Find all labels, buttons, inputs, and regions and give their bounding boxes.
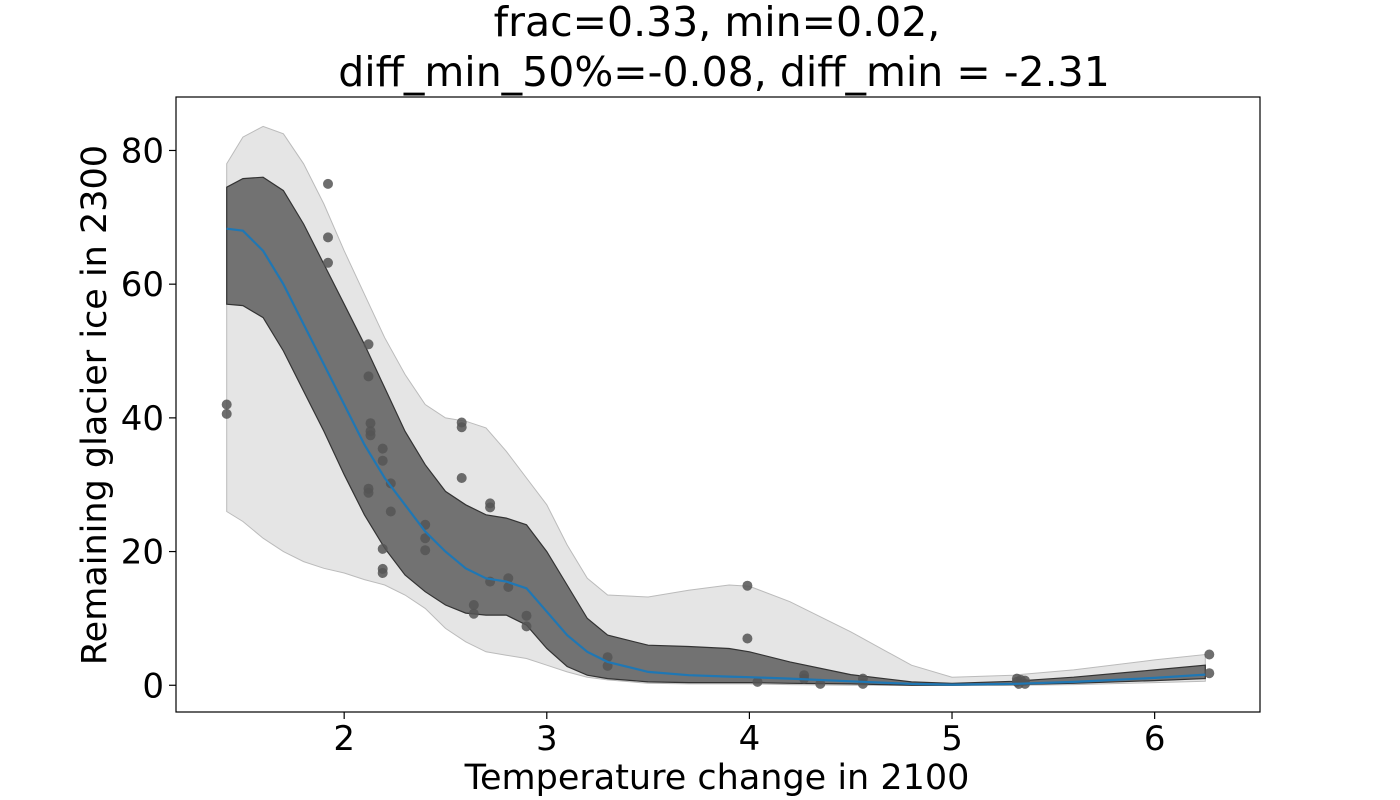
scatter-point	[521, 610, 532, 621]
scatter-point	[377, 568, 388, 578]
y-tick-label: 20	[121, 533, 164, 573]
scatter-point	[365, 418, 376, 429]
scatter-point	[456, 422, 467, 433]
y-tick-label: 80	[121, 131, 164, 171]
y-axis-ticks: 0 20 40 60 80	[121, 131, 176, 706]
scatter-point	[1204, 668, 1215, 679]
y-axis-label: Remaining glacier ice in 2300	[75, 145, 115, 665]
scatter-point	[468, 600, 479, 610]
scatter-point	[857, 678, 868, 689]
scatter-point	[363, 487, 374, 498]
y-tick-label: 60	[121, 265, 164, 305]
scatter-point	[221, 399, 232, 410]
scatter-point	[468, 608, 479, 619]
inner-uncertainty-band	[226, 176, 1206, 686]
scatter-point	[323, 178, 333, 189]
scatter-point	[323, 257, 333, 268]
scatter-point	[377, 443, 388, 454]
x-tick-label: 4	[739, 719, 761, 759]
x-tick-label: 2	[333, 719, 355, 759]
scatter-point	[377, 543, 388, 554]
scatter-point	[365, 430, 376, 441]
x-axis-ticks: 2 3 4 5 6	[333, 712, 1165, 759]
plot-area	[221, 125, 1215, 689]
scatter-point	[456, 473, 467, 483]
scatter-point	[1204, 649, 1215, 660]
scatter-point	[503, 582, 514, 592]
scatter-point	[420, 545, 431, 556]
x-axis-label: Temperature change in 2100	[464, 758, 970, 798]
scatter-point	[485, 502, 496, 513]
scatter-point	[385, 506, 396, 517]
scatter-point	[221, 408, 232, 419]
y-tick-label: 40	[121, 399, 164, 439]
scatter-point	[521, 621, 532, 632]
scatter-point	[742, 633, 753, 644]
scatter-point	[815, 678, 826, 689]
title-line-2: diff_min_50%=-0.08, diff_min = -2.31	[338, 48, 1110, 96]
scatter-point	[420, 533, 431, 544]
median-line	[226, 227, 1206, 686]
scatter-point	[385, 478, 396, 489]
x-tick-label: 3	[536, 719, 558, 759]
y-tick-label: 0	[142, 666, 164, 706]
scatter-point	[363, 339, 374, 350]
scatter-point	[363, 371, 374, 382]
scatter-point	[323, 232, 333, 243]
scatter-point	[742, 580, 753, 591]
x-tick-label: 6	[1144, 719, 1166, 759]
x-tick-label: 5	[941, 719, 963, 759]
title-line-1: frac=0.33, min=0.02,	[494, 0, 941, 46]
axes-frame	[175, 96, 1261, 713]
scatter-point	[377, 455, 388, 466]
chart-title: frac=0.33, min=0.02, diff_min_50%=-0.08,…	[338, 0, 1110, 96]
scatter-point	[752, 676, 763, 687]
